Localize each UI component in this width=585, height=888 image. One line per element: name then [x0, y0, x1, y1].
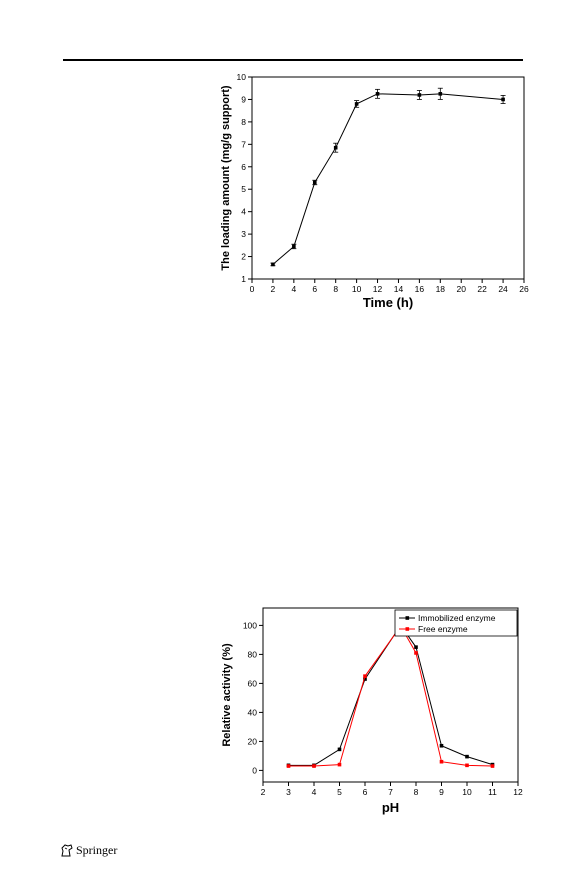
x-tick-label: 14: [394, 284, 404, 294]
y-tick-label: 100: [243, 620, 257, 630]
legend-swatch-marker: [405, 627, 410, 631]
data-point-2: [363, 674, 367, 678]
x-tick-label: 4: [312, 787, 317, 797]
data-point-1: [438, 92, 443, 96]
x-tick-label: 8: [414, 787, 419, 797]
x-tick-label: 8: [333, 284, 338, 294]
x-tick-label: 2: [271, 284, 276, 294]
data-point-1: [354, 102, 359, 106]
data-point-1: [337, 747, 342, 752]
data-point-1: [375, 92, 380, 96]
legend-box: [394, 609, 518, 637]
x-tick-label: 2: [261, 787, 266, 797]
y-tick-label: 1: [241, 274, 246, 284]
x-tick-label: 6: [363, 787, 368, 797]
data-point-1: [414, 645, 418, 649]
y-tick-label: 5: [241, 184, 246, 194]
springer-horse-icon: [61, 844, 73, 857]
series-line-1: [272, 93, 504, 265]
x-tick-label: 18: [436, 284, 446, 294]
data-point-1: [363, 677, 367, 681]
data-point-1: [271, 262, 275, 267]
y-tick-label: 4: [241, 207, 246, 217]
y-axis-label: Relative activity (%): [221, 643, 233, 747]
y-tick-label: 8: [241, 117, 246, 127]
y-tick-label: 2: [241, 252, 246, 262]
header-rule: [63, 59, 523, 61]
x-tick-label: 7: [388, 787, 393, 797]
x-tick-label: 11: [488, 787, 497, 797]
y-tick-label: 10: [237, 72, 247, 82]
x-tick-label: 9: [439, 787, 444, 797]
y-tick-label: 3: [241, 229, 246, 239]
x-tick-label: 10: [462, 787, 472, 797]
y-tick-label: 0: [252, 765, 257, 775]
data-point-2: [286, 764, 291, 768]
data-point-1: [501, 97, 505, 102]
x-tick-label: 0: [250, 284, 255, 294]
data-point-1: [417, 93, 422, 97]
x-tick-label: 20: [456, 284, 466, 294]
publisher-name: Springer: [76, 843, 118, 857]
plot-frame: [251, 76, 525, 280]
legend-entry: Free enzyme: [418, 624, 468, 634]
x-tick-label: 26: [519, 284, 529, 294]
data-point-2: [465, 763, 469, 768]
x-tick-label: 5: [337, 787, 342, 797]
x-tick-label: 6: [312, 284, 317, 294]
legend-swatch-marker: [405, 616, 410, 620]
data-point-2: [312, 764, 316, 768]
ph-activity-chart: 2 3 4 5 6 7 8 9 10 11 12 0 20 40 60 80 100 pH Relative act…: [221, 607, 523, 815]
x-tick-label: 4: [291, 284, 296, 294]
x-axis-label: pH: [382, 800, 399, 815]
footer-publisher: Springer: [60, 843, 117, 858]
x-tick-label: 22: [477, 284, 487, 294]
y-axis-label: The loading amount (mg/g support): [220, 85, 232, 270]
legend-entry: Immobilized enzyme: [418, 613, 496, 623]
y-tick-label: 7: [241, 139, 246, 149]
y-tick-label: 60: [248, 678, 258, 688]
x-tick-label: 10: [352, 284, 362, 294]
y-tick-label: 6: [241, 162, 246, 172]
data-point-1: [333, 145, 338, 150]
series-line-1: [288, 624, 493, 766]
data-point-2: [490, 764, 495, 768]
y-tick-label: 20: [248, 736, 258, 746]
data-point-1: [312, 180, 317, 185]
data-point-2: [337, 762, 342, 767]
x-tick-label: 12: [513, 787, 523, 797]
y-tick-label: 40: [248, 707, 258, 717]
data-point-2: [414, 651, 418, 655]
x-tick-label: 3: [286, 787, 291, 797]
series-line-2: [288, 625, 493, 767]
data-point-2: [439, 759, 444, 764]
y-tick-label: 9: [241, 94, 246, 104]
data-point-1: [465, 754, 469, 759]
x-tick-label: 12: [373, 284, 383, 294]
y-tick-label: 80: [248, 649, 258, 659]
data-point-1: [292, 244, 296, 249]
x-tick-label: 24: [498, 284, 508, 294]
x-tick-label: 16: [415, 284, 425, 294]
data-point-1: [439, 743, 444, 748]
x-axis-label: Time (h): [363, 295, 413, 310]
